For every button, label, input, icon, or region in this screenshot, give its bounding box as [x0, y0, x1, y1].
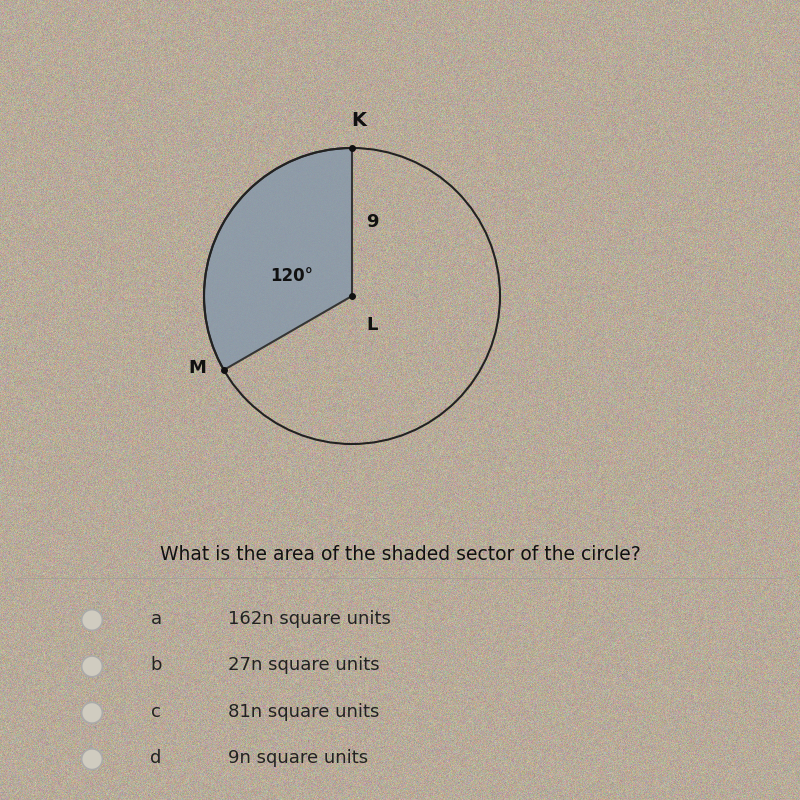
- Circle shape: [82, 656, 102, 677]
- Text: M: M: [188, 358, 206, 377]
- Text: c: c: [151, 703, 161, 721]
- Text: d: d: [150, 749, 162, 767]
- Text: What is the area of the shaded sector of the circle?: What is the area of the shaded sector of…: [160, 545, 640, 564]
- Text: 162n square units: 162n square units: [228, 610, 391, 628]
- Wedge shape: [204, 148, 352, 370]
- Text: L: L: [366, 316, 378, 334]
- Text: 9: 9: [366, 213, 379, 231]
- Text: a: a: [150, 610, 162, 628]
- Text: 120°: 120°: [270, 267, 314, 285]
- Circle shape: [82, 702, 102, 723]
- Text: b: b: [150, 656, 162, 674]
- Circle shape: [82, 749, 102, 770]
- Circle shape: [82, 610, 102, 630]
- Text: 27n square units: 27n square units: [228, 656, 380, 674]
- Text: 81n square units: 81n square units: [228, 703, 379, 721]
- Text: 9n square units: 9n square units: [228, 749, 368, 767]
- Text: K: K: [351, 111, 366, 130]
